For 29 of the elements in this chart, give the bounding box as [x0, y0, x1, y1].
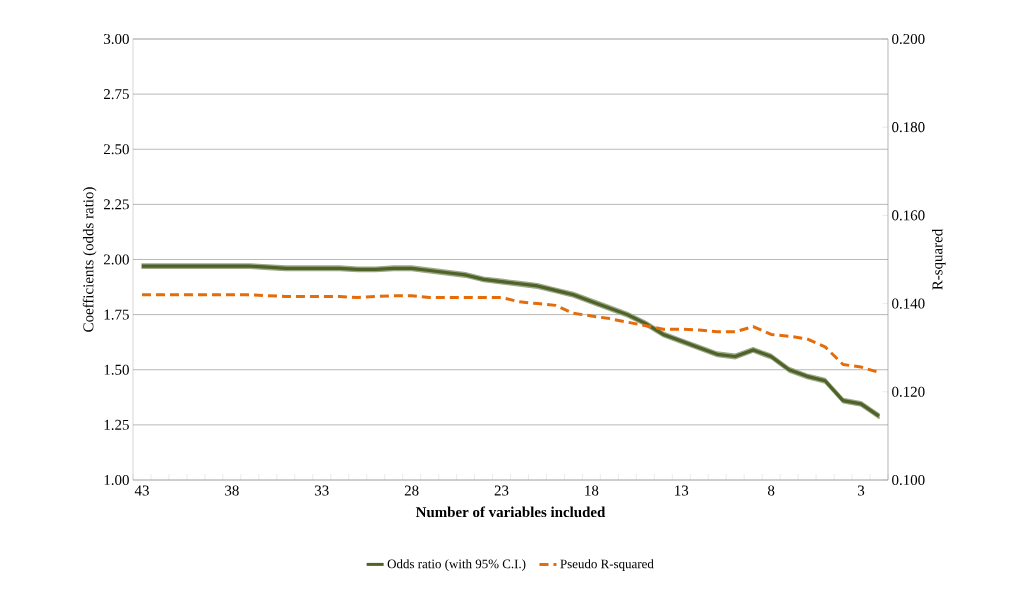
y2-axis-title: R-squared [931, 228, 946, 290]
y-axis-title: Coefficients (odds ratio) [82, 187, 97, 332]
x-tick-label: 43 [134, 485, 149, 496]
x-tick-label: 23 [494, 485, 509, 496]
y2-tick-label: 0.160 [892, 210, 925, 221]
x-tick-label: 13 [675, 485, 689, 496]
legend-label: Odds ratio (with 95% C.I.) [387, 559, 526, 571]
x-tick-label: 18 [585, 485, 599, 496]
y-tick-label: 2.00 [103, 254, 129, 265]
y-tick-label: 1.00 [104, 474, 129, 486]
y-tick-label: 2.50 [103, 144, 129, 155]
y-tick-label: 1.50 [104, 364, 129, 375]
y2-tick-label: 0.120 [892, 386, 925, 397]
y-tick-label: 1.25 [104, 419, 129, 430]
x-tick-label: 38 [225, 485, 239, 496]
y-tick-label: 1.75 [104, 309, 129, 320]
x-tick-label: 28 [404, 485, 419, 496]
y-tick-label: 2.75 [103, 89, 129, 100]
y2-tick-label: 0.140 [892, 298, 925, 309]
x-axis-title: Number of variables included [415, 506, 606, 518]
x-tick-label: 8 [767, 485, 775, 496]
x-tick-label: 3 [858, 485, 865, 496]
legend-label: Pseudo R-squared [560, 559, 654, 571]
y2-tick-label: 0.200 [892, 33, 925, 45]
x-tick-label: 33 [314, 485, 329, 496]
y-tick-label: 2.25 [103, 199, 129, 210]
y-tick-label: 3.00 [104, 33, 129, 45]
y2-tick-label: 0.180 [892, 122, 925, 133]
y2-tick-label: 0.100 [892, 474, 925, 486]
